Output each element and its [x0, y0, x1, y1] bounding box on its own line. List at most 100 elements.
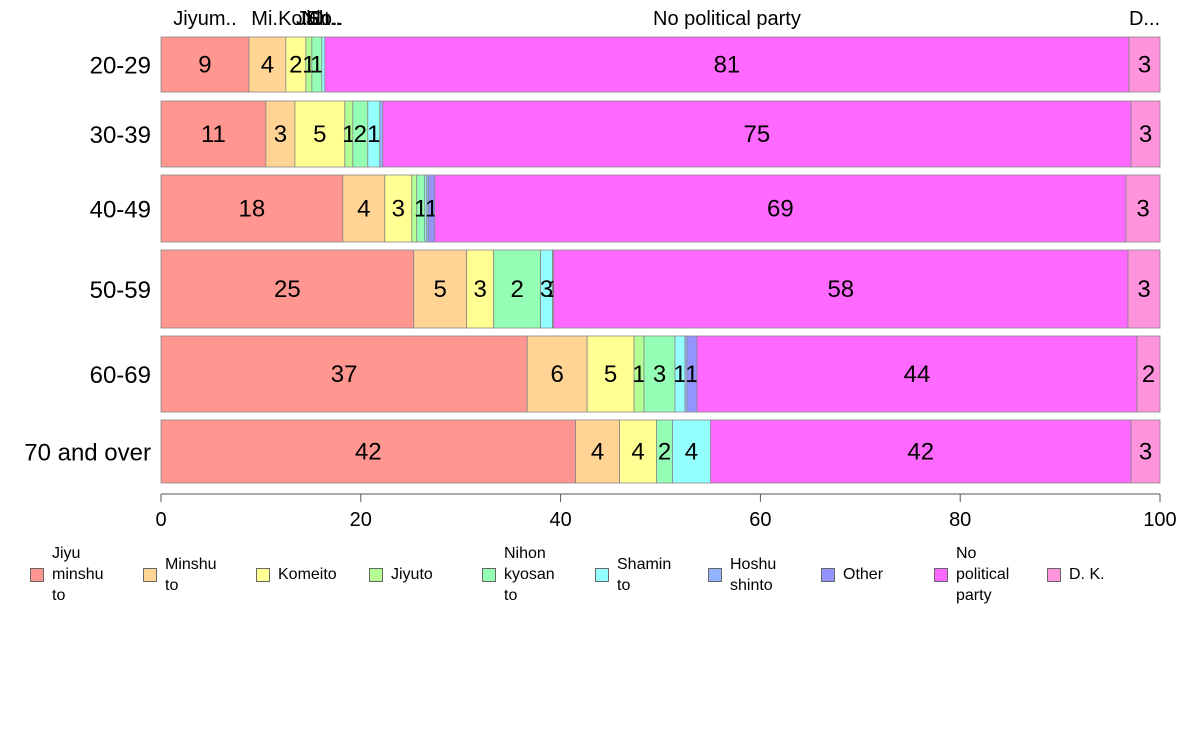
bars-group: 9421181311351217531843116932553231583376… — [160, 36, 1161, 484]
segment-value-label: 1 — [673, 361, 686, 388]
legend-label: Komeito — [278, 566, 337, 583]
legend-item: Jiyuto — [369, 543, 482, 606]
segment-value-label: 4 — [631, 439, 644, 466]
legend-label: Jiyu minshu to — [52, 545, 104, 604]
bar-segment — [382, 100, 1132, 168]
top-column-label: No political party — [653, 8, 801, 30]
segment-value-label: 1 — [367, 121, 380, 148]
legend-swatch — [482, 567, 496, 582]
legend-label: Other — [843, 566, 884, 583]
segment-value-label: 25 — [274, 276, 301, 303]
bar-segment — [493, 249, 542, 329]
segment-value-label: 2 — [1142, 361, 1155, 388]
segment-value-label: 3 — [1139, 121, 1152, 148]
bar-segment — [466, 249, 495, 329]
bar-segment — [696, 335, 1138, 413]
segment-value-label: 4 — [261, 52, 274, 79]
top-column-label: Jiyum.. — [173, 8, 236, 30]
legend-item: Jiyu minshu to — [30, 543, 143, 606]
x-tick-label: 80 — [949, 509, 971, 531]
legend-item: No political party — [934, 543, 1047, 606]
segment-value-label: 9 — [198, 52, 211, 79]
legend-label: Nihon kyosan to — [504, 545, 555, 604]
x-tick-label: 100 — [1143, 509, 1176, 531]
top-column-labels: Jiyum.. Mi..Ko..Ji..Ni..Sh..Ho..Ot.. No po… — [173, 8, 1160, 30]
segment-value-label: 4 — [357, 196, 370, 223]
segment-value-label: 69 — [767, 196, 794, 223]
y-tick-label: 50-59 — [90, 277, 151, 304]
bar-segment — [710, 419, 1132, 484]
bar-segment — [553, 249, 1129, 329]
legend-label: Jiyuto — [391, 566, 433, 583]
top-column-label: D... — [1129, 8, 1160, 30]
legend-swatch — [708, 567, 722, 582]
legend-item: Nihon kyosan to — [482, 543, 595, 606]
bar-segment — [575, 419, 620, 484]
top-column-label: Ko.. — [278, 8, 314, 30]
segment-value-label: 81 — [714, 52, 741, 79]
legend-swatch — [595, 567, 609, 582]
bar-segment — [1128, 36, 1161, 93]
bar-segment — [294, 100, 346, 168]
segment-value-label: 4 — [591, 439, 604, 466]
bar-segment — [384, 174, 413, 243]
segment-value-label: 1 — [685, 361, 698, 388]
y-tick-label: 20-29 — [90, 53, 151, 80]
bar-segment — [413, 249, 468, 329]
segment-value-label: 2 — [510, 276, 523, 303]
legend-item: D. K. — [1047, 543, 1167, 606]
bar-segment — [160, 335, 528, 413]
top-column-label: Ot.. — [309, 8, 341, 30]
x-tick-label: 20 — [350, 509, 372, 531]
segment-value-label: 3 — [540, 276, 553, 303]
segment-value-label: 18 — [239, 196, 266, 223]
segment-value-label: 3 — [392, 196, 405, 223]
legend-label: D. K. — [1069, 566, 1105, 583]
segment-value-label: 42 — [907, 439, 934, 466]
legend-swatch — [256, 567, 270, 582]
bar-segment — [379, 100, 384, 168]
legend-swatch — [1047, 567, 1061, 582]
bar-segment — [1125, 174, 1161, 243]
legend-item: Hoshu shinto — [708, 543, 821, 606]
bar-segment — [321, 36, 326, 93]
x-axis: 0 20 40 60 80 100 — [155, 493, 1177, 531]
segment-value-label: 3 — [653, 361, 666, 388]
legend-swatch — [821, 567, 835, 582]
x-tick-label: 60 — [749, 509, 771, 531]
legend-swatch — [30, 567, 44, 582]
top-column-label: Mi.. — [251, 8, 283, 30]
bar-segment — [1130, 100, 1161, 168]
legend-label: No political party — [956, 545, 1010, 604]
legend-label: Minshu to — [165, 555, 217, 594]
segment-value-label: 5 — [313, 121, 326, 148]
segment-value-label: 1 — [310, 52, 323, 79]
segment-value-label: 42 — [355, 439, 382, 466]
legend-item: Other — [821, 543, 934, 606]
top-column-label: Sh.. — [306, 8, 342, 30]
bar-segment — [526, 335, 588, 413]
segment-value-label: 3 — [274, 121, 287, 148]
x-tick-label: 0 — [155, 509, 166, 531]
bar-segment — [160, 419, 576, 484]
top-column-label: Ni.. — [302, 8, 332, 30]
segment-value-label: 1 — [342, 121, 355, 148]
y-tick-label: 40-49 — [90, 197, 151, 224]
segment-value-label: 3 — [1136, 196, 1149, 223]
bar-segment — [1127, 249, 1161, 329]
segment-value-label: 2 — [658, 439, 671, 466]
segment-value-label: 1 — [414, 196, 427, 223]
segment-value-label: 1 — [632, 361, 645, 388]
segment-value-label: 4 — [685, 439, 698, 466]
segment-value-label: 11 — [201, 121, 226, 148]
segment-value-label: 2 — [354, 121, 367, 148]
bar-segment — [160, 100, 267, 168]
top-column-label: Ji.. — [296, 8, 322, 30]
bar-segment — [619, 419, 657, 484]
segment-value-label: 37 — [331, 361, 358, 388]
segment-value-label: 58 — [827, 276, 854, 303]
bar-segment — [1136, 335, 1161, 413]
segment-value-label: 3 — [1138, 52, 1151, 79]
segment-value-label: 2 — [289, 52, 302, 79]
